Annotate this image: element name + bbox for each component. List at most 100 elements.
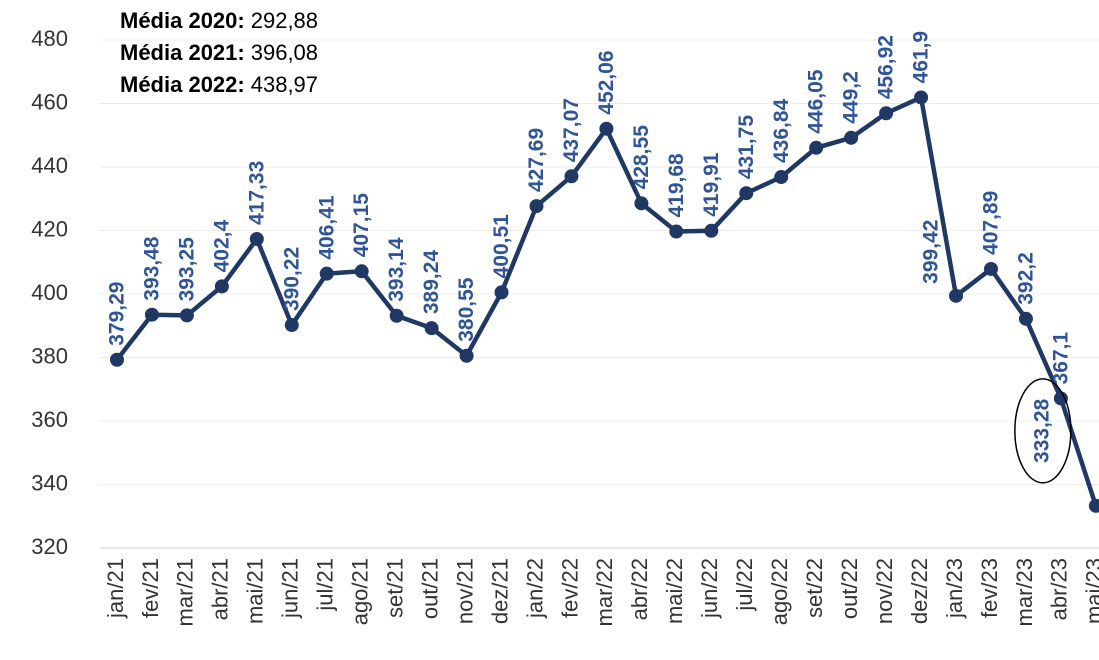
- x-tick-label: jan/22: [522, 558, 547, 619]
- point: [879, 106, 894, 121]
- x-tick-label: ago/22: [767, 558, 792, 625]
- point: [179, 308, 194, 323]
- point: [1088, 498, 1099, 513]
- point: [529, 199, 544, 214]
- x-tick-label: ago/21: [348, 558, 373, 625]
- x-tick-label: nov/22: [872, 558, 897, 624]
- point: [319, 266, 334, 281]
- data-label: 389,24: [420, 250, 443, 315]
- y-tick-label: 380: [31, 343, 68, 368]
- data-label: 379,29: [106, 282, 129, 346]
- data-label: 399,42: [920, 220, 943, 284]
- x-tick-label: set/21: [382, 558, 407, 618]
- data-label: 393,25: [175, 237, 198, 302]
- point: [354, 264, 369, 279]
- data-label: 393,14: [385, 237, 408, 302]
- x-tick-label: jan/21: [103, 558, 128, 619]
- point: [424, 321, 439, 336]
- annotation-value: 438,97: [251, 72, 318, 97]
- point: [109, 352, 124, 367]
- y-tick-label: 420: [31, 216, 68, 241]
- y-tick-label: 340: [31, 470, 68, 495]
- point: [214, 279, 229, 294]
- data-label: 427,69: [525, 128, 548, 192]
- data-label: 367,1: [1049, 332, 1072, 385]
- x-tick-label: dez/22: [907, 558, 932, 624]
- data-label: 393,48: [140, 236, 163, 301]
- point: [634, 196, 649, 211]
- x-tick-label: set/22: [802, 558, 827, 618]
- x-tick-label: out/22: [837, 558, 862, 619]
- point: [983, 261, 998, 276]
- point: [249, 231, 264, 246]
- data-label: 390,22: [280, 247, 303, 311]
- x-tick-label: mar/21: [173, 558, 198, 626]
- point: [704, 223, 719, 238]
- data-label: 380,55: [455, 277, 478, 342]
- data-label: 446,05: [805, 69, 828, 134]
- annotation-label: Média 2020:: [120, 8, 245, 33]
- annotation: Média 2020: 292,88: [120, 8, 318, 33]
- y-tick-label: 480: [31, 26, 68, 51]
- data-label: 406,41: [315, 195, 338, 260]
- x-tick-label: nov/21: [452, 558, 477, 624]
- data-label: 407,15: [350, 193, 373, 258]
- point: [914, 90, 929, 105]
- data-label: 400,51: [490, 214, 513, 279]
- annotation: Média 2021: 396,08: [120, 40, 318, 65]
- annotation-value: 292,88: [251, 8, 318, 33]
- data-label: 428,55: [630, 125, 653, 190]
- x-tick-label: jun/21: [278, 558, 303, 619]
- annotation-label: Média 2021:: [120, 40, 245, 65]
- data-label: 431,75: [735, 115, 758, 180]
- x-tick-label: abr/23: [1047, 558, 1072, 620]
- point: [669, 224, 684, 239]
- point: [774, 170, 789, 185]
- y-tick-label: 460: [31, 89, 68, 114]
- x-tick-label: mar/22: [592, 558, 617, 626]
- data-label: 402,4: [210, 220, 233, 273]
- data-label: 419,68: [665, 153, 688, 218]
- point: [1018, 311, 1033, 326]
- data-label: 449,2: [840, 71, 863, 124]
- point: [144, 307, 159, 322]
- x-tick-label: fev/23: [977, 558, 1002, 618]
- y-tick-label: 400: [31, 280, 68, 305]
- data-label: 419,91: [700, 152, 723, 217]
- x-tick-label: out/21: [417, 558, 442, 619]
- x-tick-label: fev/21: [138, 558, 163, 618]
- x-tick-label: mai/23: [1082, 558, 1099, 624]
- x-tick-label: mai/21: [243, 558, 268, 624]
- x-tick-label: mai/22: [662, 558, 687, 624]
- data-label: 333,28: [1030, 398, 1053, 463]
- point: [844, 130, 859, 145]
- data-label: 452,06: [595, 50, 618, 114]
- point: [389, 308, 404, 323]
- point: [949, 288, 964, 303]
- x-tick-label: fev/22: [557, 558, 582, 618]
- data-label: 456,92: [875, 35, 898, 99]
- x-tick-label: mar/23: [1012, 558, 1037, 626]
- line: [115, 95, 1098, 507]
- x-tick-label: abr/22: [627, 558, 652, 620]
- point: [494, 285, 509, 300]
- y-tick-label: 440: [31, 153, 68, 178]
- annotation: Média 2022: 438,97: [120, 72, 318, 97]
- x-tick-label: jul/22: [732, 558, 757, 612]
- point: [284, 318, 299, 333]
- x-tick-label: jun/22: [697, 558, 722, 619]
- data-label: 392,2: [1014, 252, 1037, 305]
- x-tick-label: jan/23: [942, 558, 967, 619]
- point: [1053, 391, 1068, 406]
- highlight-ellipse: [1014, 378, 1072, 484]
- point: [459, 348, 474, 363]
- point: [599, 121, 614, 136]
- y-tick-label: 360: [31, 407, 68, 432]
- data-label: 437,07: [560, 98, 583, 162]
- point: [809, 140, 824, 155]
- annotation-value: 396,08: [251, 40, 318, 65]
- data-label: 436,84: [770, 98, 793, 163]
- y-tick-label: 320: [31, 534, 68, 559]
